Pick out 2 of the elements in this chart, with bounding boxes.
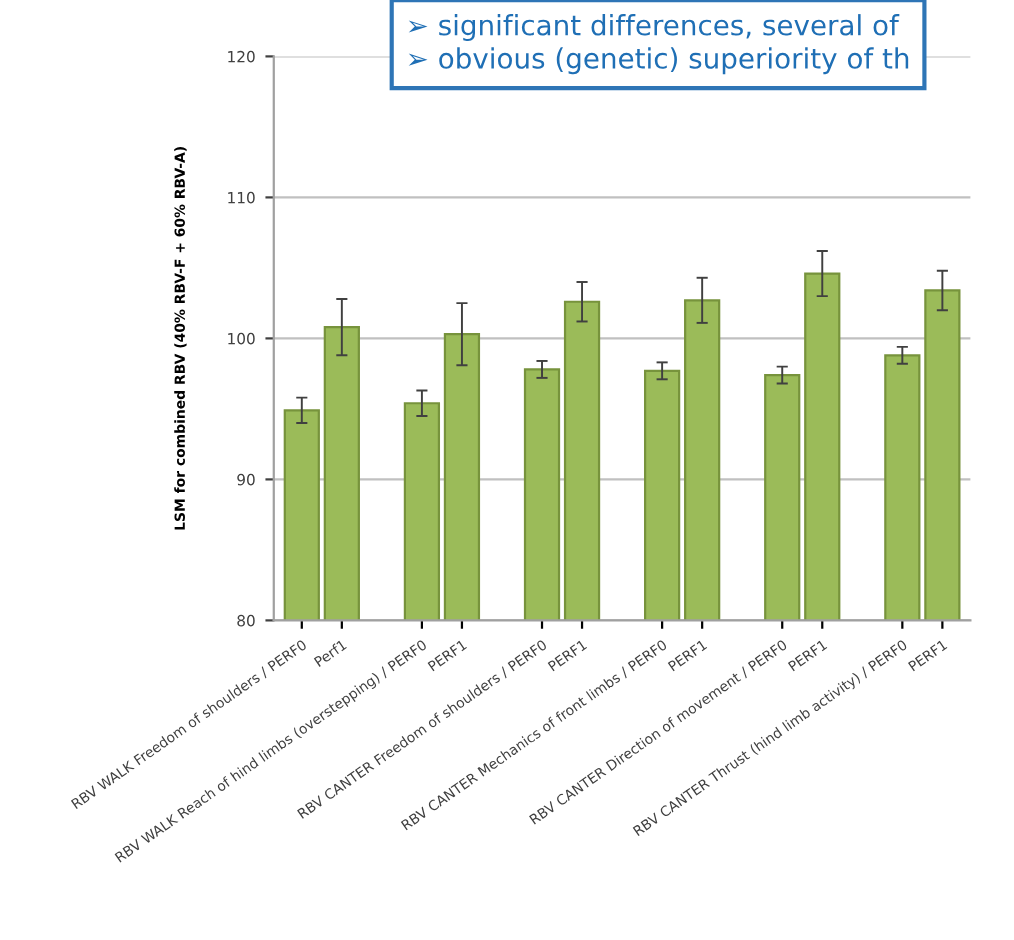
annotation: ➢ obvious (genetic) superiority of th <box>408 47 909 75</box>
text: ➢ significant differences, several of <box>408 14 900 41</box>
